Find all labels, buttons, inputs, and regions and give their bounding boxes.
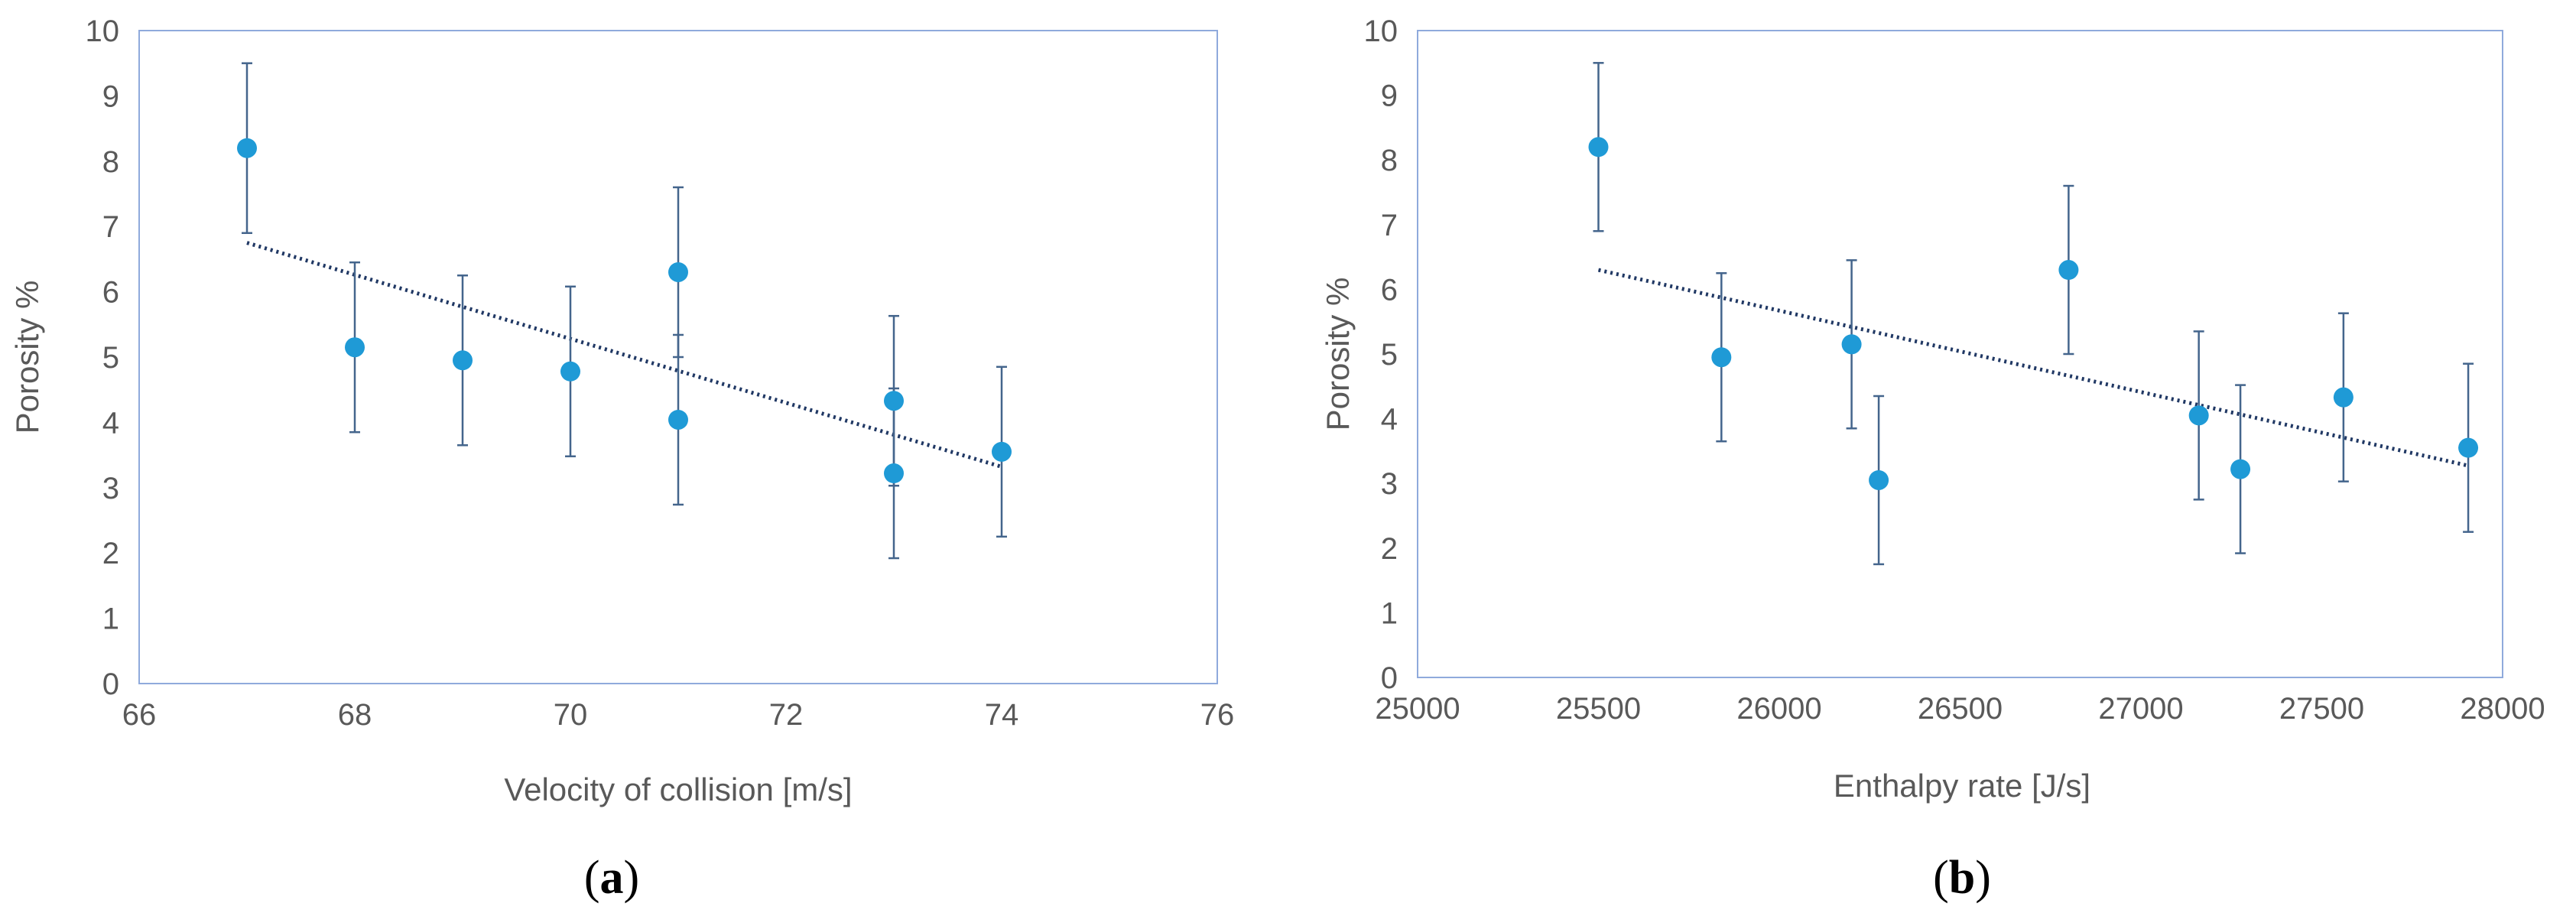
chart-a: 0 1 2 3 4 5 6 7 8 9 10 66 68 70 72 74 76 Porosity % Vel… — [9, 15, 1235, 904]
y-tick-label: 8 — [1381, 144, 1398, 177]
y-tick-label: 10 — [1364, 15, 1398, 48]
data-point — [668, 409, 688, 430]
caption-letter: a — [600, 852, 624, 904]
x-tick-label: 27000 — [2098, 692, 2183, 726]
x-tick-label: 25000 — [1375, 692, 1460, 726]
x-tick-label: 27500 — [2279, 692, 2364, 726]
y-tick-label: 4 — [1381, 403, 1398, 437]
x-tick-label: 76 — [1200, 698, 1235, 732]
y-tick-label: 8 — [102, 145, 119, 179]
x-tick-label: 68 — [338, 698, 372, 732]
data-point — [2058, 260, 2079, 281]
y-tick-label: 1 — [102, 603, 119, 636]
trendline — [246, 241, 1002, 469]
y-tick-label: 3 — [102, 472, 119, 505]
data-point — [345, 337, 365, 358]
chart-panel-a: 0 1 2 3 4 5 6 7 8 9 10 66 68 70 72 74 76 Porosity % Vel… — [9, 15, 1235, 904]
caption-close-paren: ) — [1975, 852, 1991, 904]
y-tick-label: 5 — [102, 341, 119, 375]
y-tick-label: 6 — [102, 276, 119, 310]
data-point — [2188, 405, 2209, 426]
x-tick-label: 72 — [769, 698, 804, 732]
panel-caption: (b) — [1933, 852, 1991, 904]
y-axis-title: Porosity % — [9, 281, 45, 434]
x-tick-label: 66 — [122, 698, 157, 732]
data-point — [992, 441, 1012, 462]
y-tick-label: 9 — [1381, 80, 1398, 113]
x-tick-label: 26500 — [1918, 692, 2003, 726]
caption-letter: b — [1949, 852, 1975, 904]
y-tick-label: 0 — [1381, 661, 1398, 695]
y-tick-label: 10 — [86, 15, 120, 48]
data-point — [453, 350, 473, 371]
y-tick-label: 1 — [1381, 596, 1398, 630]
x-tick-label: 28000 — [2460, 692, 2545, 726]
y-tick-label: 2 — [1381, 532, 1398, 566]
panel-caption: (a) — [584, 852, 639, 904]
data-point — [2458, 437, 2479, 458]
x-axis-title: Enthalpy rate [J/s] — [1834, 768, 2090, 804]
data-point — [560, 361, 580, 382]
data-point — [2333, 387, 2353, 408]
y-tick-label: 2 — [102, 537, 119, 570]
x-axis-title: Velocity of collision [m/s] — [504, 771, 852, 807]
data-point — [884, 391, 904, 411]
chart-panel-b: 0 1 2 3 4 5 6 7 8 9 10 25000 25500 26000 26500 27000 27… — [1288, 0, 2576, 916]
trendline — [1597, 268, 2467, 467]
data-point — [237, 138, 257, 158]
caption-open-paren: ( — [1933, 852, 1949, 904]
caption-close-paren: ) — [624, 852, 640, 904]
data-point — [668, 261, 688, 282]
y-tick-label: 4 — [102, 406, 119, 440]
y-tick-label: 6 — [1381, 273, 1398, 307]
y-tick-label: 7 — [102, 210, 119, 244]
x-tick-label: 26000 — [1736, 692, 1821, 726]
plot-frame — [138, 30, 1218, 684]
x-tick-label: 25500 — [1556, 692, 1641, 726]
data-point — [1711, 347, 1732, 368]
y-tick-label: 3 — [1381, 467, 1398, 501]
y-axis-title: Porosity % — [1320, 278, 1356, 431]
plot-frame — [1417, 30, 2503, 678]
x-tick-label: 74 — [985, 698, 1019, 732]
y-tick-label: 0 — [102, 668, 119, 701]
y-tick-label: 9 — [102, 80, 119, 113]
x-tick-label: 70 — [554, 698, 588, 732]
y-tick-label: 7 — [1381, 209, 1398, 242]
data-point — [1841, 334, 1862, 355]
data-point — [1869, 469, 1889, 490]
data-point — [2230, 459, 2251, 479]
caption-open-paren: ( — [584, 852, 600, 904]
y-tick-label: 5 — [1381, 338, 1398, 372]
data-point — [884, 463, 904, 484]
data-point — [1588, 137, 1609, 158]
chart-b: 0 1 2 3 4 5 6 7 8 9 10 25000 25500 26000 26500 27000 27… — [1320, 15, 2545, 904]
